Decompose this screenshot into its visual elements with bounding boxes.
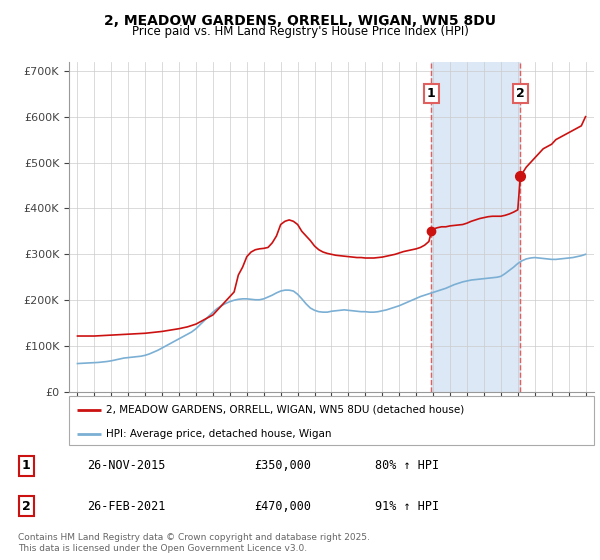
Text: 1: 1 <box>22 459 31 473</box>
Text: 2, MEADOW GARDENS, ORRELL, WIGAN, WN5 8DU (detached house): 2, MEADOW GARDENS, ORRELL, WIGAN, WN5 8D… <box>106 405 464 415</box>
Text: 91% ↑ HPI: 91% ↑ HPI <box>375 500 439 513</box>
Text: HPI: Average price, detached house, Wigan: HPI: Average price, detached house, Wiga… <box>106 430 331 440</box>
Text: £470,000: £470,000 <box>254 500 311 513</box>
Text: Contains HM Land Registry data © Crown copyright and database right 2025.
This d: Contains HM Land Registry data © Crown c… <box>18 533 370 553</box>
Text: 2: 2 <box>516 87 525 100</box>
Text: 2: 2 <box>22 500 31 513</box>
Text: 2, MEADOW GARDENS, ORRELL, WIGAN, WN5 8DU: 2, MEADOW GARDENS, ORRELL, WIGAN, WN5 8D… <box>104 14 496 28</box>
FancyBboxPatch shape <box>69 396 594 445</box>
Text: £350,000: £350,000 <box>254 459 311 473</box>
Text: 26-FEB-2021: 26-FEB-2021 <box>87 500 165 513</box>
Bar <box>431 62 520 392</box>
Text: Price paid vs. HM Land Registry's House Price Index (HPI): Price paid vs. HM Land Registry's House … <box>131 25 469 38</box>
Text: 80% ↑ HPI: 80% ↑ HPI <box>375 459 439 473</box>
Text: 1: 1 <box>427 87 436 100</box>
Text: 26-NOV-2015: 26-NOV-2015 <box>87 459 165 473</box>
